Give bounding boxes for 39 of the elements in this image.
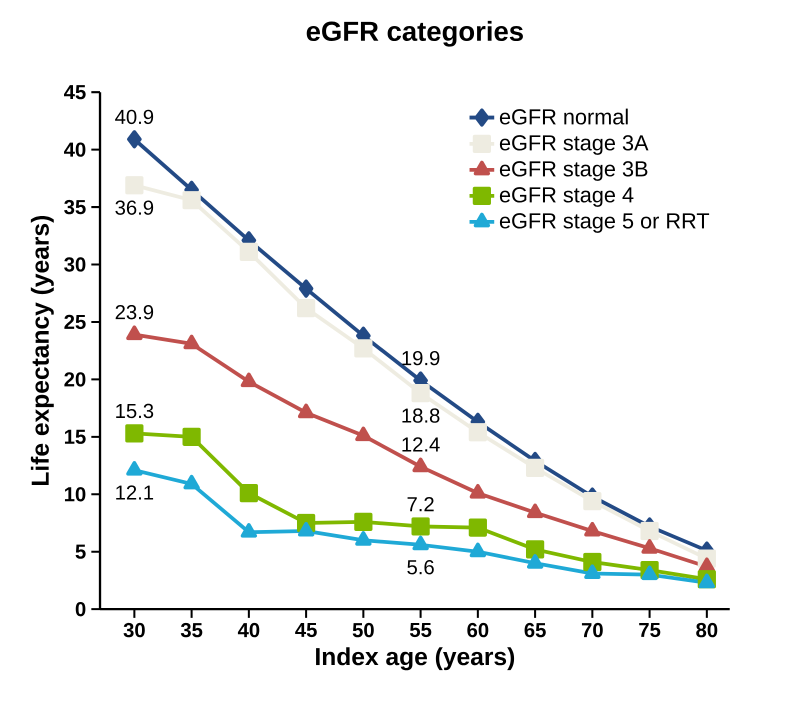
data-label: 15.3 bbox=[116, 404, 154, 418]
data-label: 12.4 bbox=[402, 437, 440, 452]
data-label: 40.9 bbox=[115, 110, 154, 124]
chart-title: eGFR categories bbox=[306, 20, 523, 47]
x-tick-label: 75 bbox=[639, 622, 660, 637]
data-label: 19.9 bbox=[402, 350, 440, 366]
y-tick-label: 40 bbox=[64, 142, 86, 157]
legend-label: eGFR stage 4 bbox=[500, 187, 634, 207]
x-tick-label: 45 bbox=[295, 622, 317, 637]
data-label: 5.6 bbox=[407, 560, 434, 574]
y-tick-label: 5 bbox=[76, 544, 86, 559]
x-tick-label: 70 bbox=[582, 622, 603, 638]
x-tick-label: 30 bbox=[124, 622, 145, 638]
data-label: 23.9 bbox=[116, 304, 154, 320]
legend-label: eGFR normal bbox=[500, 108, 628, 124]
x-axis-title: Index age (years) bbox=[316, 647, 514, 670]
y-tick-label: 30 bbox=[64, 257, 86, 272]
y-tick-label: 45 bbox=[64, 85, 86, 100]
y-tick-label: 10 bbox=[64, 487, 86, 502]
y-tick-label: 20 bbox=[64, 372, 86, 386]
data-label: 36.9 bbox=[115, 200, 154, 215]
x-tick-label: 35 bbox=[180, 622, 202, 638]
legend-label: eGFR stage 3B bbox=[500, 161, 648, 181]
legend-label: eGFR stage 5 or RRT bbox=[500, 213, 710, 233]
x-tick-label: 50 bbox=[352, 622, 374, 638]
y-tick-label: 15 bbox=[64, 430, 86, 444]
data-label: 12.1 bbox=[116, 485, 154, 500]
x-tick-label: 55 bbox=[410, 622, 432, 637]
y-axis-title: Life expectancy (years) bbox=[30, 216, 54, 485]
x-tick-label: 80 bbox=[696, 622, 718, 638]
y-tick-label: 35 bbox=[64, 200, 86, 214]
x-tick-label: 65 bbox=[524, 622, 546, 638]
y-tick-label: 25 bbox=[64, 314, 86, 330]
y-tick-label: 0 bbox=[76, 602, 86, 616]
data-label: 7.2 bbox=[408, 496, 434, 512]
legend-label: eGFR stage 3A bbox=[500, 135, 648, 155]
data-label: 18.8 bbox=[402, 408, 440, 423]
x-tick-label: 40 bbox=[238, 622, 260, 638]
x-tick-label: 60 bbox=[467, 622, 488, 638]
